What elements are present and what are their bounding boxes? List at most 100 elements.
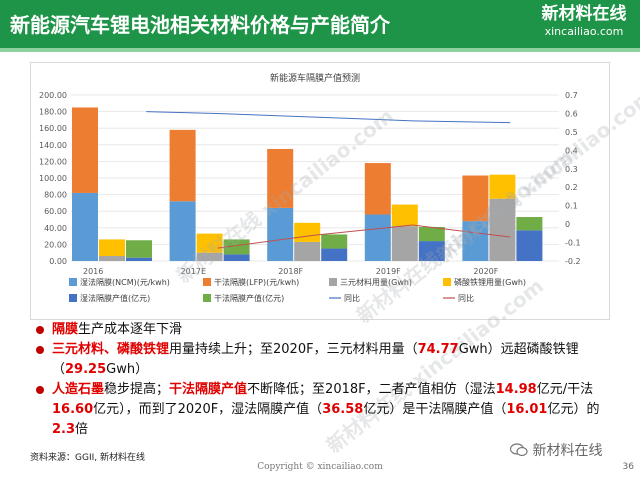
y-tick-label: 180.00 [39, 108, 67, 117]
slide-title: 新能源汽车锂电池相关材料价格与产能简介 [10, 13, 390, 37]
legend-swatch [203, 278, 211, 286]
title-banner [0, 0, 640, 48]
legend-swatch [69, 278, 77, 286]
bar [391, 226, 418, 261]
bullet-dot-icon [36, 326, 44, 334]
bar [462, 221, 489, 261]
highlight-text: 2.3 [52, 422, 76, 437]
bar [223, 254, 250, 261]
bullet-text: 稳步提高； [104, 382, 170, 397]
bar [391, 204, 418, 227]
source-note: 资料来源：GGII, 新材料在线 [30, 453, 145, 463]
bar [126, 240, 152, 258]
bullet-text: 亿元）是干法隔膜产值（ [363, 402, 507, 417]
y-tick-label: 60.00 [44, 207, 67, 216]
bar [418, 226, 445, 242]
chart-panel: 新能源车隔膜产值预测 0.00 20.00 40.00 60.00 80.00 100.00… [30, 62, 610, 320]
logo-url: xincailiao.com [544, 25, 624, 38]
bar [489, 174, 516, 199]
legend-swatch [443, 278, 451, 286]
highlight-text: 隔膜 [52, 322, 79, 337]
x-tick-label: 2020F [473, 267, 498, 276]
bullet-text: 不断降低；至2018F，二者产值相仿（湿法 [247, 382, 496, 397]
bar [294, 241, 321, 261]
legend-label: 同比 [344, 293, 360, 303]
bar [364, 214, 391, 261]
bar [169, 201, 196, 261]
y2-tick-label: 0.1 [565, 202, 578, 211]
banner-stripe [0, 48, 640, 52]
brand-logo: 新材料在线 xincailiao.com [538, 3, 630, 38]
chart-title: 新能源车隔膜产值预测 [270, 72, 360, 84]
legend-label: 干法隔膜产值(亿元) [214, 293, 284, 303]
y2-tick-label: -0.2 [565, 257, 581, 266]
bullet-dot-icon [36, 386, 44, 394]
x-tick-label: 2018F [278, 267, 303, 276]
highlight-text: 16.01 [506, 402, 548, 417]
bullet-text: 亿元）的 [547, 402, 600, 417]
bar [196, 233, 223, 253]
y-tick-label: 80.00 [44, 191, 67, 200]
highlight-text: 干法隔膜产值 [169, 382, 248, 397]
bar [99, 239, 125, 257]
page-number: 36 [622, 462, 634, 472]
bar [72, 192, 98, 261]
highlight-text: 14.98 [495, 382, 537, 397]
x-tick-label: 2016 [83, 267, 103, 276]
bar [267, 148, 294, 208]
y2-tick-label: 0.2 [565, 183, 578, 192]
highlight-text: 人造石墨 [52, 382, 105, 397]
bar [418, 241, 445, 261]
legend-label: 湿法隔膜产值(亿元) [80, 293, 150, 303]
bar [516, 217, 543, 231]
y-tick-label: 0.00 [49, 257, 67, 266]
bar [196, 252, 223, 261]
y-tick-label: 200.00 [39, 91, 67, 100]
bullet-text: 倍 [75, 422, 89, 437]
logo-name: 新材料在线 [541, 4, 627, 24]
legend-label: 同比 [458, 293, 474, 303]
y2-tick-label: -0.1 [565, 239, 581, 248]
bar [72, 107, 98, 193]
legend-label: 磷酸铁锂用量(Gwh) [454, 277, 526, 287]
y-tick-label: 20.00 [44, 240, 67, 249]
bar [321, 248, 348, 261]
legend-swatch [203, 294, 211, 302]
y-tick-label: 40.00 [44, 224, 67, 233]
bar [516, 230, 543, 261]
bar [169, 129, 196, 202]
highlight-text: 74.77 [417, 342, 459, 357]
legend-swatch [69, 294, 77, 302]
bar [364, 163, 391, 215]
bullet-dot-icon [36, 346, 44, 354]
legend-label: 干法隔膜(LFP)(元/kwh) [214, 277, 299, 287]
legend-swatch [329, 278, 337, 286]
y2-tick-label: 0.4 [565, 146, 578, 155]
x-tick-label: 2019F [376, 267, 401, 276]
wechat-label: 新材料在线 [532, 443, 603, 459]
y2-tick-label: 0.3 [565, 165, 578, 174]
copyright: Copyright © xincailiao.com [257, 462, 383, 472]
bar [462, 175, 489, 222]
y-tick-label: 160.00 [39, 124, 67, 133]
highlight-text: 三元材料、磷酸铁锂 [52, 342, 170, 357]
y-tick-label: 120.00 [39, 157, 67, 166]
bullet-text: 亿元），而到了2020F，湿法隔膜产值（ [93, 402, 323, 417]
bullet-item: 人造石墨稳步提高；干法隔膜产值不断降低；至2018F，二者产值相仿（湿法14.9… [36, 380, 616, 440]
bar [267, 207, 294, 261]
y-tick-label: 140.00 [39, 141, 67, 150]
bullet-text: 亿元/干法 [536, 382, 594, 397]
highlight-text: 16.60 [52, 402, 94, 417]
bullet-text: Gwh）远超磷酸铁锂（ [52, 342, 579, 377]
wechat-badge: 新材料在线 [510, 440, 602, 460]
legend-label: 三元材料用量(Gwh) [340, 277, 412, 287]
y2-tick-label: 0.5 [565, 128, 578, 137]
bullet-text: 用量持续上升；至2020F，三元材料用量（ [169, 342, 418, 357]
bar [321, 234, 348, 249]
y2-tick-label: 0.7 [565, 91, 578, 100]
bar [126, 257, 152, 261]
bar [294, 222, 321, 242]
bullet-item: 三元材料、磷酸铁锂用量持续上升；至2020F，三元材料用量（74.77Gwh）远… [36, 340, 616, 380]
series-line [146, 111, 511, 124]
bullet-item: 隔膜生产成本逐年下滑 [36, 320, 616, 340]
